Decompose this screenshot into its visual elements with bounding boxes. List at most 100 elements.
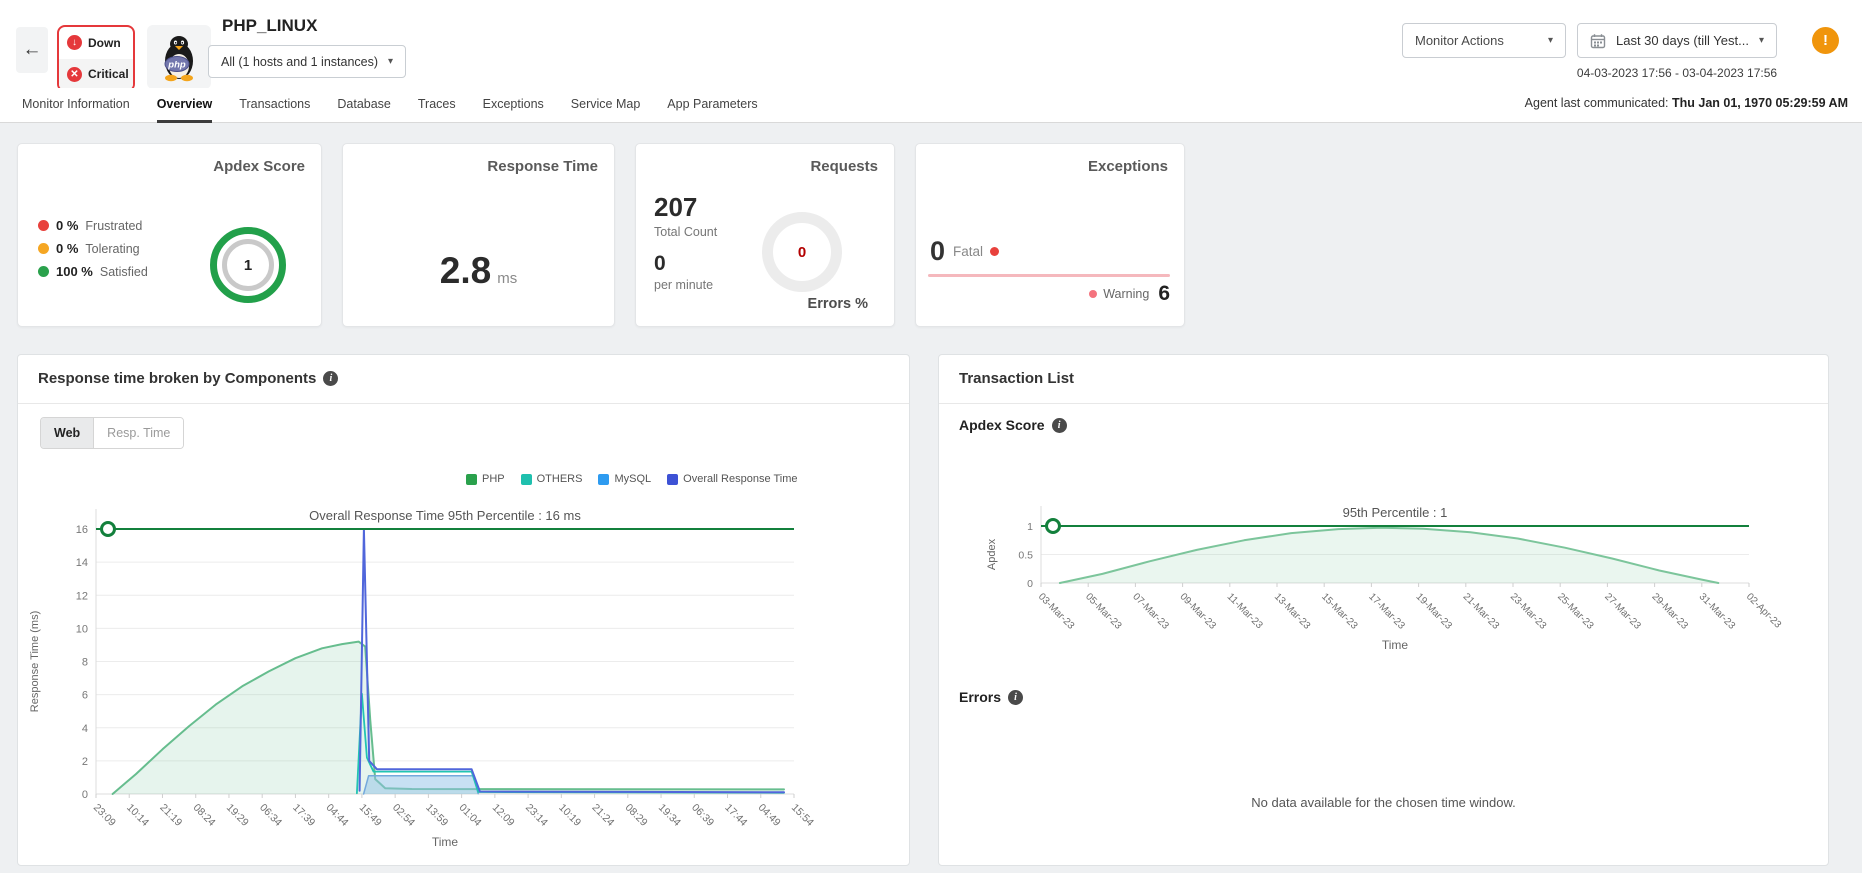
- agent-value: Thu Jan 01, 1970 05:29:59 AM: [1671, 96, 1848, 110]
- toggle-resp-time[interactable]: Resp. Time: [94, 418, 184, 448]
- legend-php[interactable]: PHP: [466, 473, 505, 485]
- x-tick-label: 07-Mar-23: [1130, 591, 1171, 632]
- overall-response-time-line: [358, 528, 785, 794]
- x-tick-label: 27-Mar-23: [1602, 591, 1643, 632]
- panel-title: Response time broken by Components i: [38, 370, 339, 387]
- toggle-web[interactable]: Web: [41, 418, 95, 448]
- response-time-number: 2.8: [439, 250, 492, 291]
- svg-text:php: php: [167, 60, 186, 71]
- info-icon[interactable]: i: [323, 371, 339, 386]
- chevron-down-icon: ▾: [1758, 35, 1764, 46]
- components-chart-legend: PHP OTHERS MySQL Overall Response Time: [466, 473, 797, 485]
- legend-others[interactable]: OTHERS: [520, 473, 582, 485]
- x-tick-label: 17-Mar-23: [1366, 591, 1407, 632]
- chevron-down-icon: ▾: [388, 56, 394, 67]
- card-title: Exceptions: [1087, 158, 1168, 175]
- critical-label: Critical: [88, 67, 129, 82]
- x-tick-label: 29-Mar-23: [1649, 591, 1690, 632]
- x-tick-label: 10:19: [556, 802, 583, 829]
- fatal-count: 0: [930, 236, 946, 266]
- y-tick-label: 0: [1027, 578, 1033, 590]
- monitor-actions-dropdown[interactable]: Monitor Actions ▾: [1402, 23, 1566, 58]
- status-critical: ✕ Critical: [59, 58, 133, 90]
- mysql-legend-label: MySQL: [614, 473, 652, 485]
- legend-mysql[interactable]: MySQL: [598, 473, 651, 485]
- panel-title-text: Response time broken by Components: [38, 370, 317, 387]
- apdex-score-chart: 0 0.5 1 03-Mar-23 05-Mar-23 07-Mar-23 09-Mar-2…: [986, 505, 1783, 652]
- errors-percent-value: 0: [797, 243, 807, 261]
- apdex-area: [1059, 527, 1719, 583]
- calendar-icon: [1590, 33, 1606, 49]
- panel-title: Transaction List: [959, 370, 1074, 387]
- warning-count: 6: [1158, 282, 1170, 305]
- x-axis-title: Time: [432, 835, 459, 849]
- legend-satisfied: 100 % Satisfied: [38, 264, 148, 279]
- x-tick-label: 15:54: [789, 802, 816, 829]
- x-tick-label: 02:54: [390, 802, 417, 829]
- frustrated-pct: 0 %: [56, 218, 79, 233]
- requests-total-label: Total Count: [654, 225, 718, 239]
- warning-label: Warning: [1103, 287, 1150, 301]
- exceptions-card: Exceptions 0 Fatal Warning 6: [915, 143, 1185, 327]
- info-icon[interactable]: i: [1051, 417, 1067, 433]
- tab-transactions[interactable]: Transactions: [239, 97, 311, 111]
- y-tick-label: 2: [82, 756, 88, 768]
- x-tick-label: 06:34: [257, 802, 284, 829]
- y-tick-label: 0: [82, 789, 88, 801]
- x-tick-label: 03-Mar-23: [1036, 591, 1077, 632]
- agent-label: Agent last communicated:: [1524, 96, 1669, 110]
- time-range-detail: 04-03-2023 17:56 - 03-04-2023 17:56: [1576, 66, 1778, 80]
- x-axis-title: Time: [1382, 638, 1409, 652]
- x-tick-label: 19:34: [656, 802, 683, 829]
- x-tick-label: 06:39: [689, 802, 716, 829]
- x-tick-label: 12:09: [490, 802, 517, 829]
- info-icon[interactable]: i: [1008, 689, 1024, 705]
- host-instance-value: All (1 hosts and 1 instances): [221, 54, 379, 69]
- x-tick-label: 23:09: [91, 802, 118, 829]
- tab-monitor-information[interactable]: Monitor Information: [22, 97, 130, 111]
- response-time-unit: ms: [497, 270, 518, 287]
- y-tick-label: 12: [76, 590, 88, 602]
- y-tick-label: 4: [82, 723, 88, 735]
- php-swatch: [466, 473, 477, 485]
- tab-database[interactable]: Database: [337, 97, 391, 111]
- y-tick-label: 1: [1027, 521, 1033, 533]
- php-linux-logo: php: [147, 25, 211, 89]
- host-instance-dropdown[interactable]: All (1 hosts and 1 instances) ▾: [208, 45, 407, 78]
- frustrated-label: Frustrated: [85, 218, 143, 233]
- monitor-actions-label: Monitor Actions: [1415, 33, 1504, 48]
- agent-last-communicated: Agent last communicated: Thu Jan 01, 197…: [1525, 96, 1848, 110]
- tab-app-parameters[interactable]: App Parameters: [667, 97, 758, 111]
- panel-title-text: Transaction List: [959, 370, 1075, 387]
- apdex-heading-text: Apdex Score: [959, 417, 1045, 433]
- x-tick-label: 21:19: [157, 802, 184, 829]
- mysql-area: [363, 775, 479, 794]
- errors-heading-text: Errors: [959, 689, 1002, 705]
- legend-frustrated: 0 % Frustrated: [38, 218, 148, 233]
- apdex-legend: 0 % Frustrated 0 % Tolerating 100 % Sati…: [38, 210, 148, 287]
- divider: [939, 403, 1828, 404]
- x-tick-label: 15:49: [357, 802, 384, 829]
- fatal-label: Fatal: [953, 244, 984, 259]
- card-title: Requests: [810, 158, 878, 175]
- back-button[interactable]: ←: [16, 27, 48, 73]
- no-data-message: No data available for the chosen time wi…: [1251, 795, 1516, 810]
- apdex-gauge-value: 1: [222, 239, 274, 291]
- tab-exceptions[interactable]: Exceptions: [482, 97, 544, 111]
- x-tick-label: 31-Mar-23: [1697, 591, 1738, 632]
- x-tick-label: 05-Mar-23: [1083, 591, 1124, 632]
- tab-overview[interactable]: Overview: [156, 88, 213, 123]
- tab-service-map[interactable]: Service Map: [570, 97, 641, 111]
- percentile-marker: [100, 521, 116, 537]
- legend-overall-response-time[interactable]: Overall Response Time: [667, 473, 797, 485]
- tab-traces[interactable]: Traces: [417, 97, 456, 111]
- y-tick-label: 0.5: [1018, 550, 1033, 562]
- critical-cross-icon: ✕: [67, 66, 82, 82]
- status-down: ↓ Down: [59, 27, 133, 59]
- x-tick-label: 01:04: [456, 802, 483, 829]
- time-range-dropdown[interactable]: Last 30 days (till Yest... ▾: [1577, 23, 1777, 58]
- overall-swatch: [667, 473, 679, 485]
- card-title: Apdex Score: [213, 158, 305, 175]
- alert-warning-badge[interactable]: !: [1812, 27, 1839, 54]
